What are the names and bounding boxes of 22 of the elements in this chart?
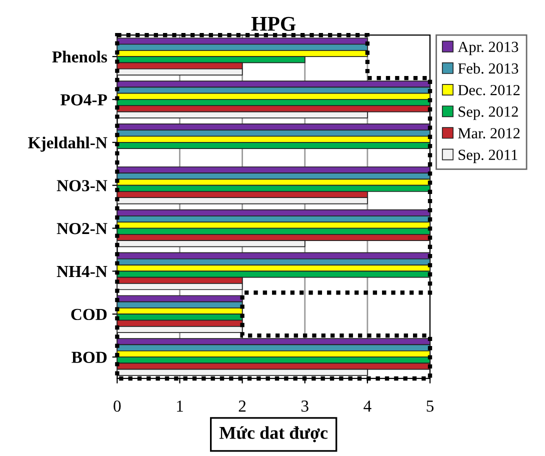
y-tick-label: PO4-P: [60, 94, 107, 106]
y-tick-label: NO2-N: [56, 223, 108, 234]
x-tick-label: 4: [364, 400, 372, 412]
x-tick-label: 2: [238, 400, 246, 412]
legend-label: Mar. 2012: [458, 128, 520, 138]
x-tick-label: 3: [302, 400, 308, 412]
y-tick-label: Phenols: [52, 50, 108, 63]
legend-label: Sep. 2012: [458, 106, 518, 120]
x-tick-label: 5: [426, 400, 434, 412]
legend-label: Sep. 2011: [458, 150, 518, 164]
y-tick-label: Kjeldahl-N: [28, 136, 108, 152]
x-axis-title: Mức dat được: [219, 426, 328, 442]
y-tick-label: COD: [71, 308, 107, 320]
x-tick-label: 0: [114, 400, 121, 412]
y-tick-label: BOD: [72, 352, 107, 363]
y-tick-label: NO3-N: [56, 180, 108, 192]
legend-label: Apr. 2013: [458, 42, 518, 56]
legend-label: Dec. 2012: [458, 84, 520, 96]
y-tick-label: NH4-N: [56, 266, 108, 277]
x-tick-label: 1: [177, 400, 183, 412]
legend-label: Feb. 2013: [458, 62, 518, 74]
chart-title: HPG: [251, 16, 296, 31]
